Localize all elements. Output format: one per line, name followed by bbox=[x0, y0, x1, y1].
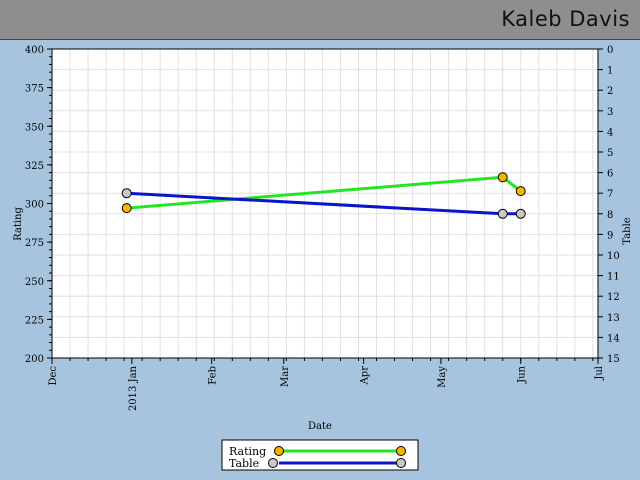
x-axis-tick-label: Jun bbox=[517, 365, 528, 383]
left-axis-tick-label: 200 bbox=[25, 354, 44, 365]
x-axis-tick-label: May bbox=[437, 366, 448, 388]
table-data-point bbox=[497, 208, 508, 219]
x-axis-tick-label: Feb bbox=[208, 366, 219, 385]
right-axis-tick-label: 10 bbox=[607, 251, 620, 262]
left-axis-tick-label: 350 bbox=[25, 122, 44, 133]
legend-marker-rating bbox=[274, 446, 284, 456]
right-axis-tick-label: 3 bbox=[607, 107, 613, 118]
legend-marker-table bbox=[396, 458, 406, 468]
x-axis-title: Date bbox=[308, 421, 332, 432]
left-axis-tick-label: 300 bbox=[25, 200, 44, 211]
right-axis-title: Table bbox=[622, 217, 633, 244]
legend-box bbox=[221, 439, 419, 471]
right-axis-tick-label: 1 bbox=[607, 66, 613, 77]
rating-data-point bbox=[497, 172, 508, 183]
rating-data-point bbox=[121, 203, 132, 214]
legend-marker-table bbox=[268, 458, 278, 468]
right-axis-tick-label: 6 bbox=[607, 169, 613, 180]
player-name: Kaleb Davis bbox=[501, 7, 630, 31]
header-bar: Kaleb Davis bbox=[0, 0, 640, 40]
left-axis-tick-label: 325 bbox=[25, 161, 44, 172]
table-data-point bbox=[515, 208, 526, 219]
right-axis-tick-label: 0 bbox=[607, 45, 613, 56]
legend-label-table: Table bbox=[229, 457, 259, 470]
right-axis-tick-label: 5 bbox=[607, 148, 613, 159]
right-axis-tick-label: 14 bbox=[607, 333, 620, 344]
x-axis-tick-label: Jul bbox=[594, 366, 605, 381]
left-axis-tick-label: 250 bbox=[25, 277, 44, 288]
table-data-point bbox=[121, 188, 132, 199]
legend-label-rating: Rating bbox=[229, 445, 266, 458]
right-axis-tick-label: 8 bbox=[607, 210, 613, 221]
left-axis-tick-label: 400 bbox=[25, 45, 44, 56]
x-axis-tick-label: 2013 Jan bbox=[128, 365, 139, 411]
x-axis-tick-label: Dec bbox=[48, 366, 59, 386]
left-axis-tick-label: 225 bbox=[25, 315, 44, 326]
right-axis-tick-label: 9 bbox=[607, 230, 613, 241]
left-axis-title: Rating bbox=[13, 207, 24, 241]
right-axis-tick-label: 15 bbox=[607, 354, 620, 365]
left-axis-tick-label: 275 bbox=[25, 238, 44, 249]
right-axis-tick-label: 12 bbox=[607, 292, 620, 303]
right-axis-tick-label: 13 bbox=[607, 313, 620, 324]
legend-marker-rating bbox=[396, 446, 406, 456]
x-axis-tick-label: Mar bbox=[280, 366, 291, 387]
x-axis-tick-label: Apr bbox=[360, 366, 371, 386]
rating-data-point bbox=[515, 186, 526, 197]
right-axis-tick-label: 4 bbox=[607, 127, 613, 138]
right-axis-tick-label: 11 bbox=[607, 272, 620, 283]
right-axis-tick-label: 2 bbox=[607, 86, 613, 97]
left-axis-tick-label: 375 bbox=[25, 84, 44, 95]
right-axis-tick-label: 7 bbox=[607, 189, 613, 200]
